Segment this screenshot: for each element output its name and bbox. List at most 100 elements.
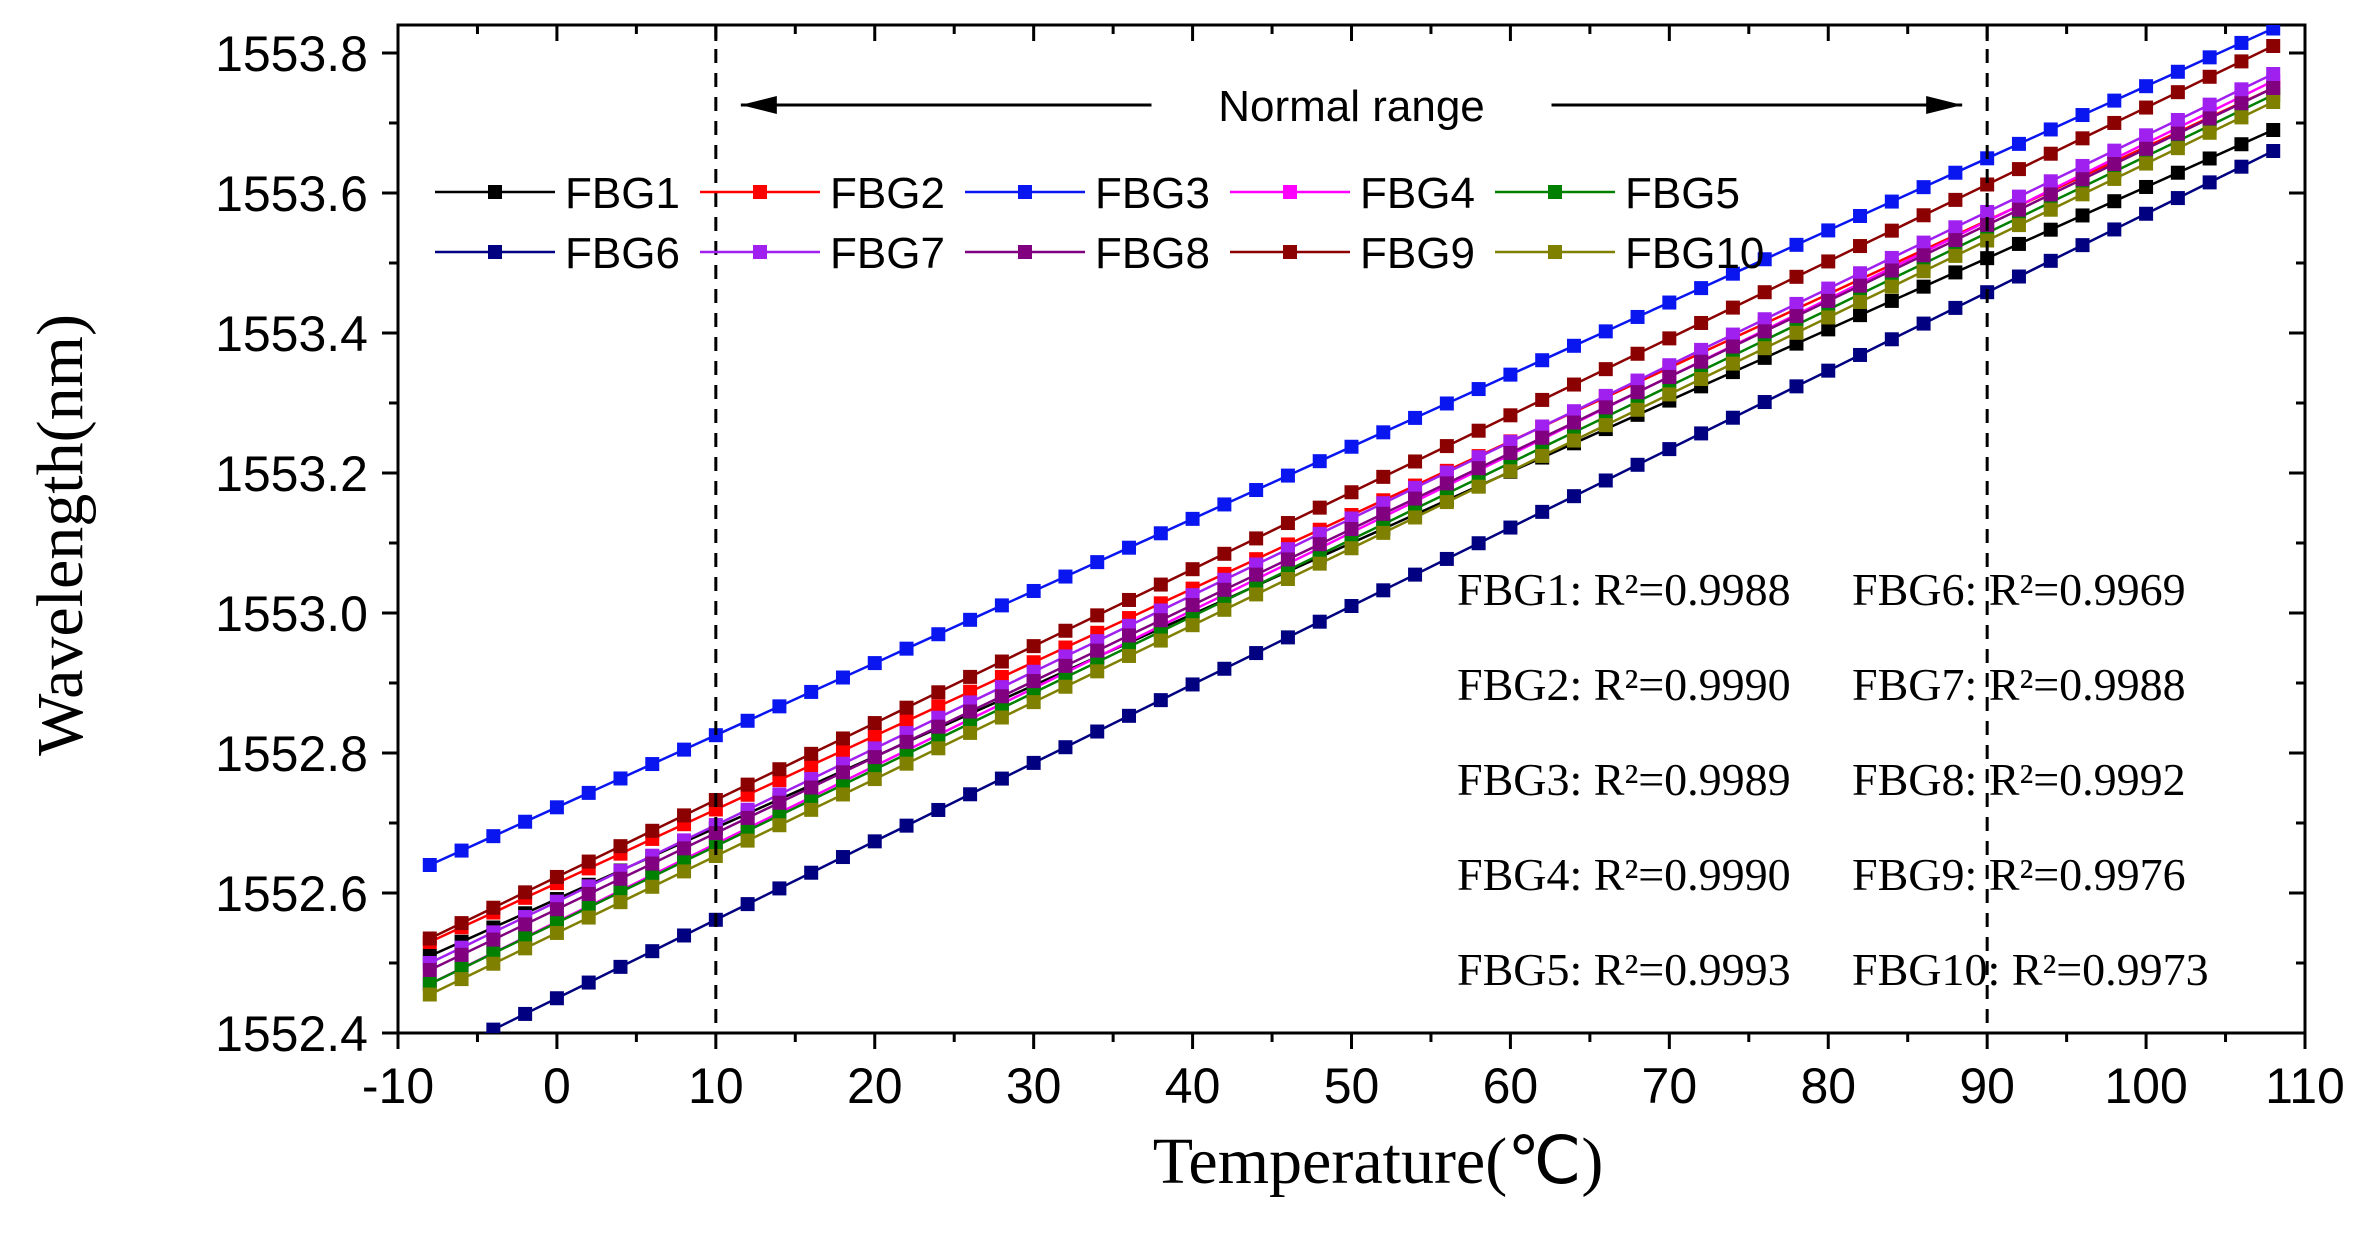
data-point [1757, 341, 1772, 356]
data-point [1662, 331, 1677, 346]
data-point [1471, 423, 1486, 438]
data-point [1122, 540, 1137, 555]
data-point [2011, 202, 2026, 217]
data-point [1789, 336, 1804, 351]
data-point [1821, 281, 1836, 296]
data-point [931, 685, 946, 700]
data-point [835, 787, 850, 802]
data-point [2107, 115, 2122, 130]
legend-item-fbg2: FBG2 [700, 169, 945, 218]
data-point [931, 627, 946, 642]
data-point [2043, 146, 2058, 161]
fit-annotation: FBG9: R²=0.9976 [1852, 849, 2186, 900]
data-point [2043, 187, 2058, 202]
data-point [804, 865, 819, 880]
data-point [1439, 439, 1454, 454]
data-point [2234, 137, 2249, 152]
legend-swatch-marker [488, 185, 502, 199]
data-point [1408, 480, 1423, 495]
data-point [2266, 123, 2281, 137]
data-point [422, 987, 437, 1002]
data-point [454, 972, 469, 987]
data-point [772, 773, 787, 788]
data-point [2202, 151, 2217, 166]
data-point [2011, 136, 2026, 151]
data-point [1821, 293, 1836, 308]
data-point [645, 944, 660, 959]
data-point [804, 780, 819, 795]
fit-annotation: FBG10: R²=0.9973 [1852, 944, 2209, 995]
data-point [645, 879, 660, 894]
data-point [772, 818, 787, 833]
data-point [1662, 387, 1677, 402]
data-point [2075, 131, 2090, 146]
data-point [931, 719, 946, 734]
legend-label: FBG1 [565, 169, 680, 218]
legend-label: FBG4 [1360, 169, 1475, 218]
data-point [1916, 248, 1931, 263]
data-point [1153, 577, 1168, 592]
data-point [1884, 223, 1899, 238]
fit-annotation: FBG2: R²=0.9990 [1457, 659, 1791, 710]
data-point [1439, 495, 1454, 510]
data-point [2266, 81, 2281, 95]
data-point [645, 757, 660, 772]
x-axis-title: Temperature(℃) [1153, 1125, 1604, 1198]
data-point [2011, 236, 2026, 251]
data-point [1249, 567, 1264, 582]
data-point [1980, 233, 1995, 248]
data-point [931, 699, 946, 714]
data-point [1090, 555, 1105, 570]
data-point [1535, 419, 1550, 434]
data-point [1344, 599, 1359, 613]
legend-item-fbg4: FBG4 [1230, 169, 1475, 218]
data-point [994, 771, 1009, 786]
data-point [1249, 587, 1264, 602]
series-fbg6 [483, 144, 2281, 1033]
data-point [1026, 695, 1041, 710]
x-tick-label: 60 [1483, 1058, 1539, 1114]
data-point [1598, 473, 1613, 488]
data-point [1408, 410, 1423, 425]
data-point [1503, 434, 1518, 449]
data-point [1662, 442, 1677, 457]
data-point [1058, 623, 1073, 638]
range-arrowhead-right [1926, 96, 1963, 114]
legend-label: FBG5 [1625, 169, 1740, 218]
data-point [1630, 373, 1645, 388]
y-tick-label: 1553.6 [215, 166, 368, 222]
data-point [1535, 448, 1550, 463]
data-point [963, 612, 978, 627]
series-fbg8 [422, 81, 2281, 977]
data-point [994, 598, 1009, 613]
legend-swatch-marker [1283, 185, 1297, 199]
data-point [1026, 639, 1041, 654]
data-point [2202, 50, 2217, 65]
x-tick-label: 70 [1642, 1058, 1698, 1114]
data-point [2139, 100, 2154, 115]
data-point [1853, 278, 1868, 293]
data-point [677, 841, 692, 856]
data-point [2107, 222, 2122, 237]
data-point [994, 689, 1009, 704]
data-point [1090, 643, 1105, 658]
data-point [1884, 194, 1899, 209]
data-point [1948, 233, 1963, 248]
data-point [899, 756, 914, 771]
data-point [963, 704, 978, 719]
data-point [613, 871, 628, 886]
data-point [1344, 439, 1359, 454]
data-point [2075, 187, 2090, 202]
data-point [835, 731, 850, 746]
data-point [994, 654, 1009, 669]
data-point [899, 818, 914, 833]
data-point [772, 762, 787, 777]
legend-item-fbg5: FBG5 [1495, 169, 1740, 218]
data-point [2043, 174, 2058, 189]
data-point [2043, 222, 2058, 237]
data-point [2202, 111, 2217, 126]
legend-label: FBG10 [1625, 229, 1764, 278]
data-point [1312, 500, 1327, 515]
data-point [804, 802, 819, 817]
data-point [1598, 418, 1613, 433]
